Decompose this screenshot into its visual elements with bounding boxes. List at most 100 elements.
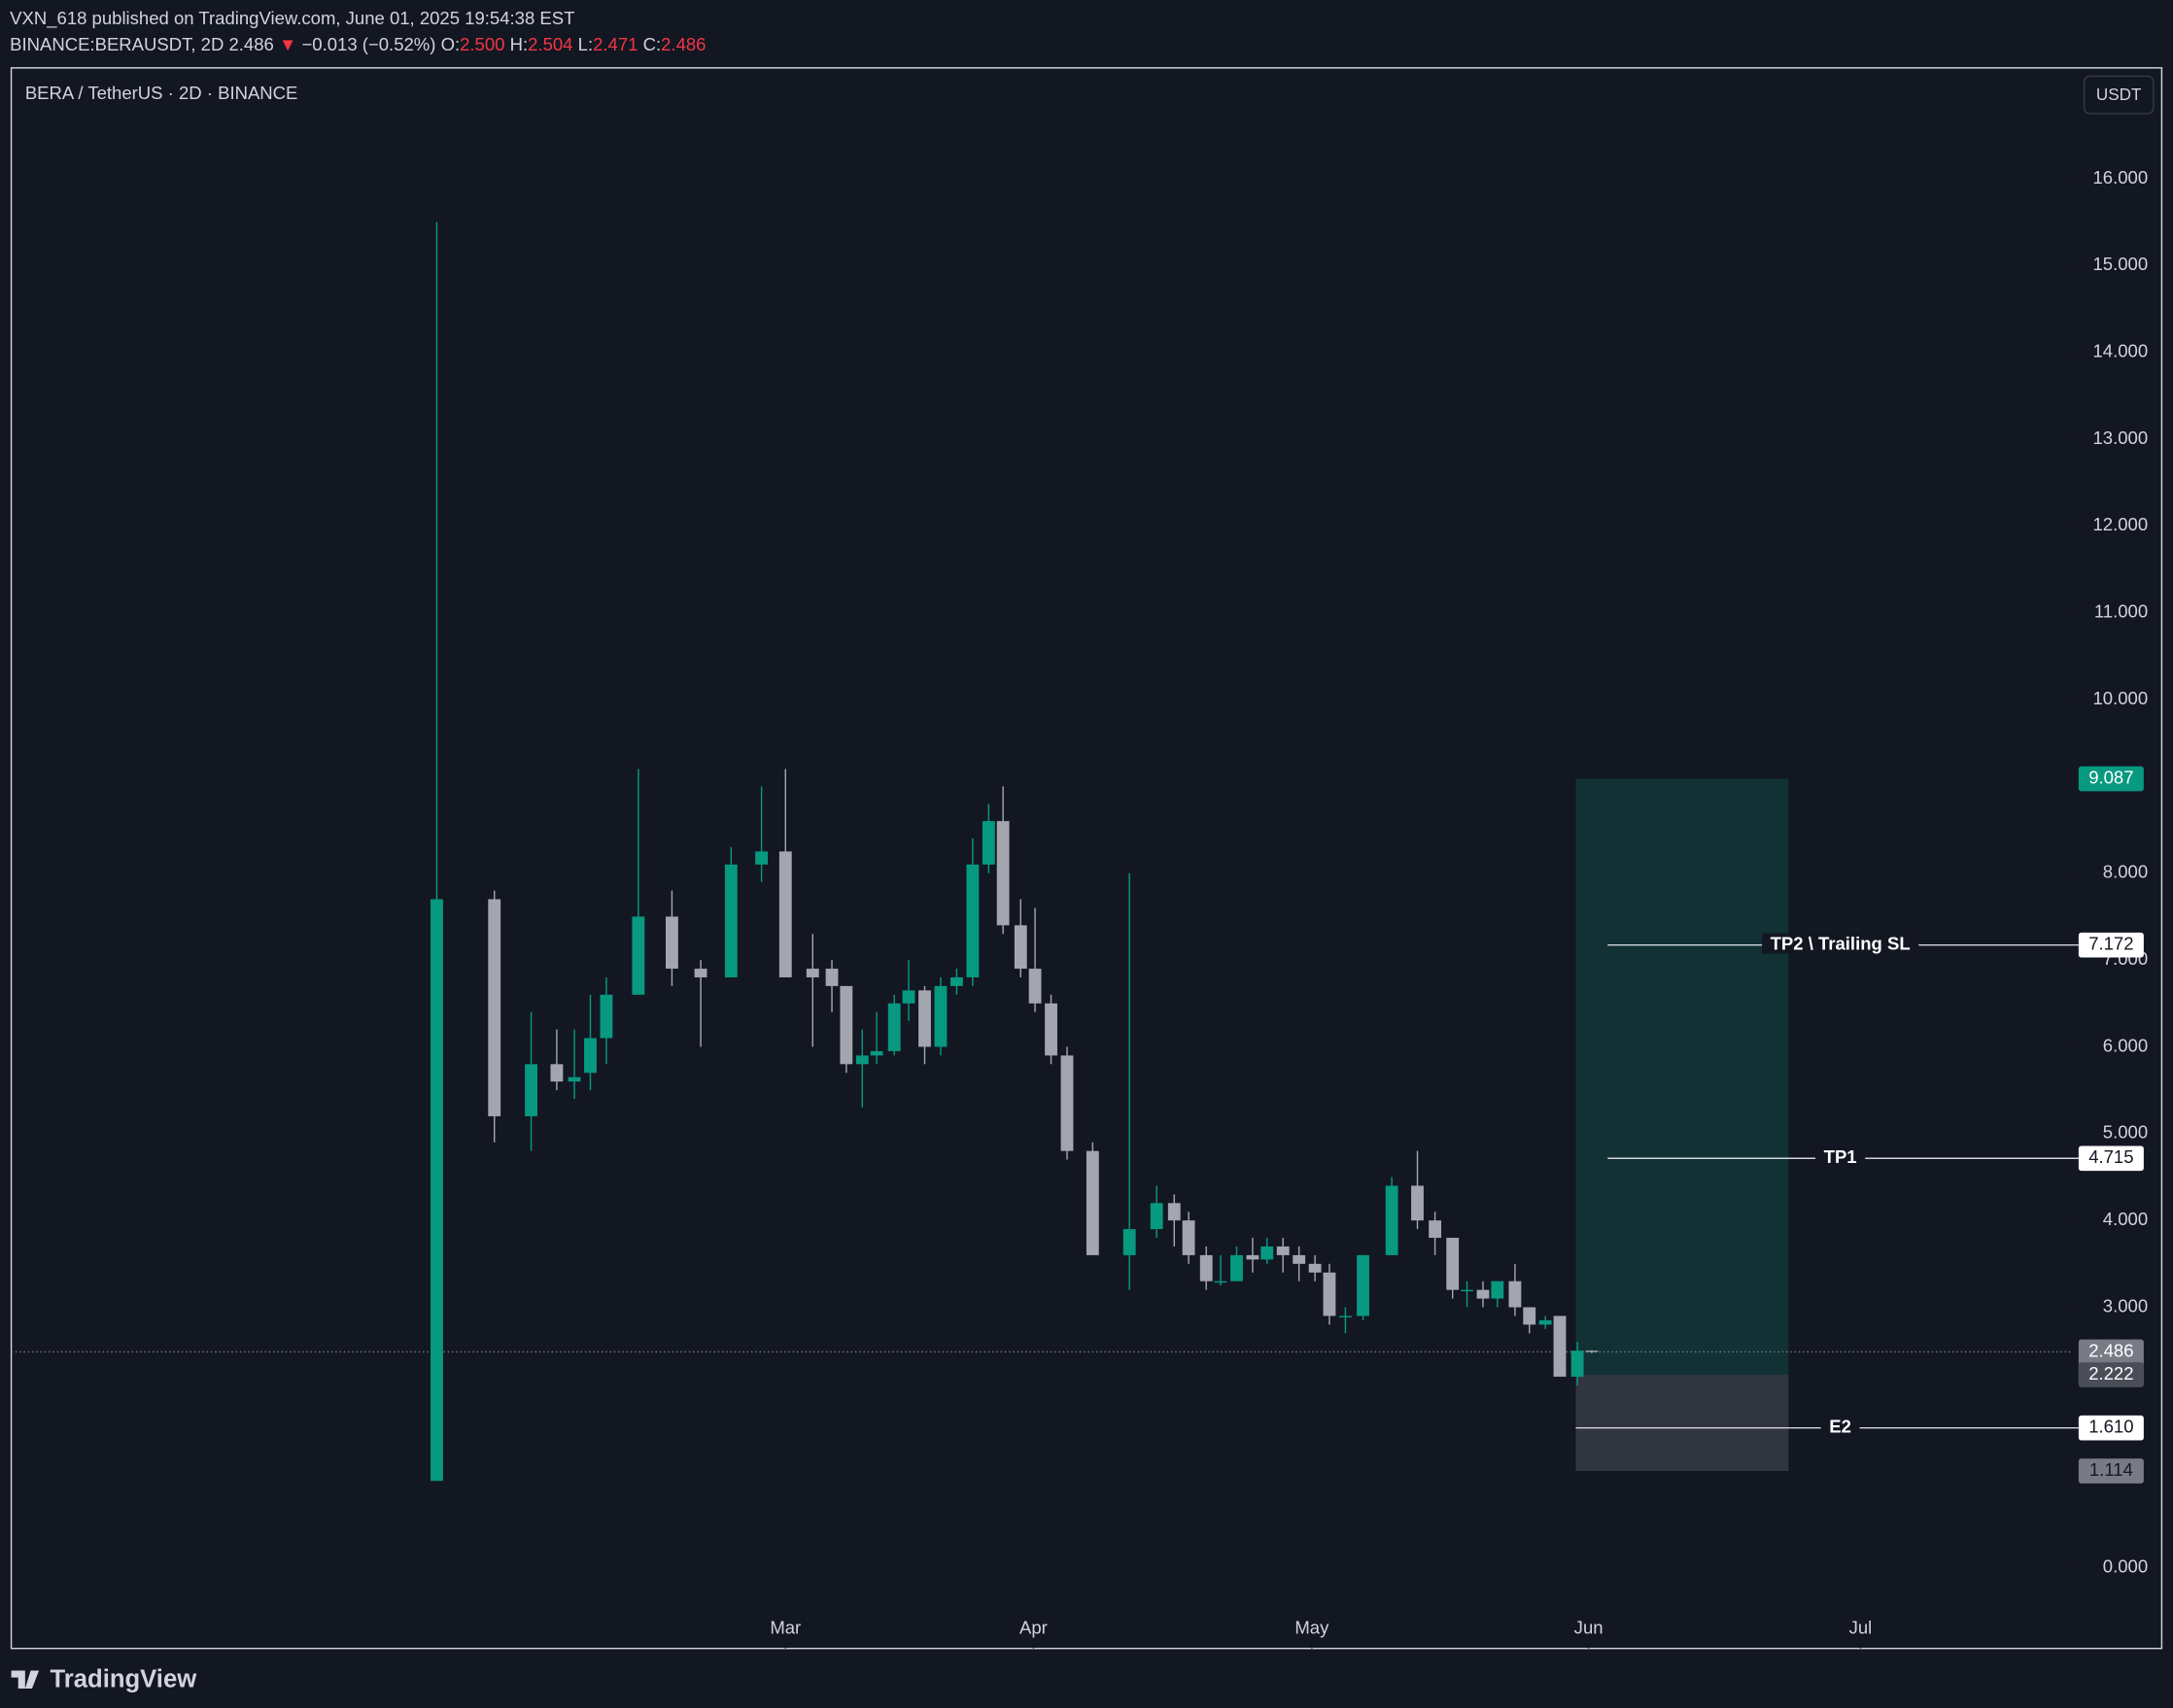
candle-body: [1585, 1350, 1599, 1352]
candle-body: [1014, 925, 1027, 970]
candle-body: [568, 1076, 581, 1082]
target-price-label-box: [2078, 766, 2144, 792]
axis-price-box: [2078, 932, 2144, 958]
last-price: 2.486: [229, 34, 274, 54]
y-tick-label: 3.000: [2103, 1295, 2148, 1315]
candle-body: [778, 851, 792, 977]
candle-body: [934, 985, 948, 1047]
plot-border: [10, 67, 2163, 1650]
high-value: 2.504: [528, 34, 572, 54]
candle-body: [1491, 1281, 1504, 1299]
candle-body: [600, 994, 613, 1039]
tradingview-logo: TradingView: [11, 1665, 197, 1692]
low-value: 2.471: [593, 34, 638, 54]
y-tick-label: 16.000: [2093, 167, 2149, 188]
axis-price-box: [2078, 1415, 2144, 1441]
axis-price-box: [2078, 1145, 2144, 1172]
entry-price-label-box: [2078, 1362, 2144, 1387]
stop-price-label: 1.114: [2089, 1459, 2133, 1480]
x-tick-label: Jul: [1849, 1618, 1873, 1638]
level-label-bg: [1762, 933, 1919, 954]
candle-body: [584, 1038, 597, 1074]
candle-body: [1461, 1289, 1473, 1292]
y-tick-label: 13.000: [2093, 427, 2149, 448]
candle-body: [1028, 969, 1042, 1004]
down-arrow: ▼: [279, 34, 296, 54]
candle-body: [666, 916, 678, 970]
change: −0.013 (−0.52%): [301, 34, 435, 54]
candle-body: [525, 1064, 537, 1116]
level-label-bg: [1815, 1146, 1866, 1168]
low-label: L:: [578, 34, 593, 54]
last-price-label: 2.486: [2088, 1340, 2133, 1360]
y-tick-label: 10.000: [2093, 688, 2149, 708]
candle-body: [806, 969, 819, 977]
symbol-bar: BINANCE:BERAUSDT, 2D 2.486 ▼ −0.013 (−0.…: [10, 34, 706, 54]
candle-body: [694, 969, 707, 977]
level-label: E2: [1829, 1417, 1851, 1437]
candle-body: [1182, 1220, 1195, 1255]
y-tick-label: 14.000: [2093, 340, 2149, 360]
footer-brand: TradingView: [51, 1665, 197, 1692]
stop-price-label-box: [2078, 1458, 2144, 1484]
candle-body: [1323, 1272, 1336, 1316]
candle-body: [488, 899, 501, 1116]
candle-body: [966, 864, 980, 977]
candle-body: [755, 851, 769, 865]
chart-title: BERA / TetherUS · 2D · BINANCE: [25, 83, 298, 103]
currency-button[interactable]: [2083, 75, 2155, 115]
candle-body: [1199, 1254, 1213, 1281]
currency[interactable]: USDT: [2096, 85, 2142, 104]
candle-body: [1476, 1289, 1490, 1299]
y-tick-label: 4.000: [2103, 1209, 2148, 1229]
entry-price-label: 2.222: [2088, 1363, 2133, 1383]
candle-body: [1308, 1263, 1322, 1273]
candle-body: [887, 1003, 901, 1051]
candle-body: [1260, 1246, 1274, 1260]
candle-body: [870, 1050, 883, 1056]
candle-body: [1086, 1150, 1099, 1255]
candle-body: [950, 976, 963, 986]
candle-body: [1167, 1203, 1181, 1221]
candle-body: [825, 969, 839, 986]
close-value: 2.486: [661, 34, 706, 54]
candle-body: [1553, 1315, 1567, 1378]
candle-body: [1429, 1220, 1442, 1239]
target-price-label: 9.087: [2088, 767, 2133, 787]
candle-body: [855, 1055, 869, 1065]
y-tick-label: 15.000: [2093, 254, 2149, 274]
candle-body: [1060, 1055, 1074, 1151]
level-label: TP2 \ Trailing SL: [1771, 934, 1911, 954]
y-tick-label: 12.000: [2093, 514, 2149, 534]
close-label: C:: [643, 34, 662, 54]
candle-body: [1570, 1350, 1584, 1378]
candle-body: [1523, 1307, 1536, 1325]
candle-body: [1339, 1315, 1352, 1317]
x-tick-label: May: [1294, 1618, 1329, 1638]
candle-body: [1385, 1185, 1398, 1255]
candle-body: [982, 821, 995, 865]
candle-body: [1214, 1281, 1227, 1283]
candle-body: [996, 821, 1010, 926]
y-tick-label: 0.000: [2103, 1555, 2148, 1576]
candle-body: [1293, 1254, 1306, 1264]
candle-body: [1150, 1203, 1163, 1230]
x-tick-label: Jun: [1574, 1618, 1604, 1638]
candle-body: [1276, 1246, 1290, 1255]
x-tick-label: Mar: [770, 1618, 801, 1638]
candle-body: [724, 864, 738, 977]
x-tick-label: Apr: [1019, 1618, 1048, 1638]
candle-body: [840, 985, 853, 1065]
candle-body: [1411, 1185, 1424, 1221]
candle-body: [1357, 1254, 1369, 1316]
level-label: TP1: [1824, 1146, 1857, 1167]
open-label: O:: [441, 34, 461, 54]
y-tick-label: 8.000: [2103, 862, 2148, 882]
high-label: H:: [510, 34, 529, 54]
logo-mark: [11, 1670, 40, 1690]
candle-body: [1122, 1229, 1136, 1255]
y-tick-label: 11.000: [2094, 601, 2148, 622]
